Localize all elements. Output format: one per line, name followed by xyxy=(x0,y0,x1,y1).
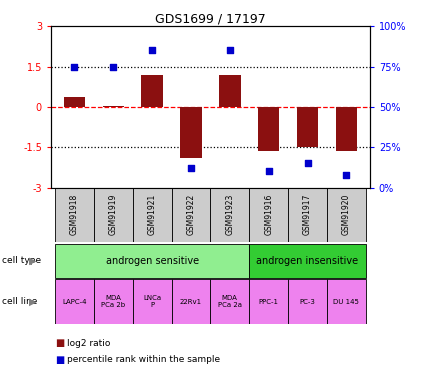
Text: GSM91921: GSM91921 xyxy=(147,194,156,236)
Text: GSM91922: GSM91922 xyxy=(187,194,196,236)
Bar xyxy=(288,188,327,242)
Point xyxy=(187,165,194,171)
Bar xyxy=(258,107,279,151)
Bar xyxy=(210,279,249,324)
Text: cell type: cell type xyxy=(2,256,41,265)
Bar xyxy=(180,107,201,158)
Bar xyxy=(297,107,318,147)
Bar xyxy=(249,244,366,278)
Text: GSM91923: GSM91923 xyxy=(225,194,234,236)
Title: GDS1699 / 17197: GDS1699 / 17197 xyxy=(155,12,266,25)
Text: ■: ■ xyxy=(55,355,65,365)
Bar xyxy=(94,279,133,324)
Text: ■: ■ xyxy=(55,338,65,348)
Bar xyxy=(327,279,366,324)
Bar xyxy=(249,279,288,324)
Text: GSM91916: GSM91916 xyxy=(264,194,273,236)
Bar xyxy=(133,279,172,324)
Bar xyxy=(94,188,133,242)
Text: cell line: cell line xyxy=(2,297,37,306)
Text: ▶: ▶ xyxy=(29,256,37,266)
Point xyxy=(149,48,156,54)
Bar xyxy=(172,279,210,324)
Text: LAPC-4: LAPC-4 xyxy=(62,299,87,305)
Text: percentile rank within the sample: percentile rank within the sample xyxy=(67,356,220,364)
Bar xyxy=(102,105,124,107)
Bar xyxy=(142,75,163,107)
Text: GSM91919: GSM91919 xyxy=(109,194,118,236)
Bar xyxy=(55,188,94,242)
Point xyxy=(304,160,311,166)
Point xyxy=(343,172,350,178)
Text: GSM91917: GSM91917 xyxy=(303,194,312,236)
Text: androgen sensitive: androgen sensitive xyxy=(105,256,198,266)
Text: LNCa
P: LNCa P xyxy=(143,296,161,308)
Bar xyxy=(55,244,249,278)
Bar xyxy=(219,75,241,107)
Text: PC-3: PC-3 xyxy=(300,299,315,305)
Bar xyxy=(64,98,85,107)
Bar xyxy=(55,279,94,324)
Bar xyxy=(172,188,210,242)
Text: 22Rv1: 22Rv1 xyxy=(180,299,202,305)
Text: DU 145: DU 145 xyxy=(334,299,360,305)
Bar xyxy=(288,279,327,324)
Text: ▶: ▶ xyxy=(29,297,37,307)
Bar xyxy=(249,188,288,242)
Text: GSM91920: GSM91920 xyxy=(342,194,351,236)
Text: androgen insensitive: androgen insensitive xyxy=(257,256,359,266)
Point xyxy=(71,63,78,70)
Bar xyxy=(133,188,172,242)
Text: MDA
PCa 2a: MDA PCa 2a xyxy=(218,296,242,308)
Text: PPC-1: PPC-1 xyxy=(259,299,279,305)
Bar xyxy=(210,188,249,242)
Bar xyxy=(327,188,366,242)
Point xyxy=(110,63,116,70)
Bar xyxy=(336,107,357,151)
Text: log2 ratio: log2 ratio xyxy=(67,339,110,348)
Text: MDA
PCa 2b: MDA PCa 2b xyxy=(101,296,125,308)
Point xyxy=(227,48,233,54)
Point xyxy=(265,168,272,174)
Text: GSM91918: GSM91918 xyxy=(70,194,79,236)
